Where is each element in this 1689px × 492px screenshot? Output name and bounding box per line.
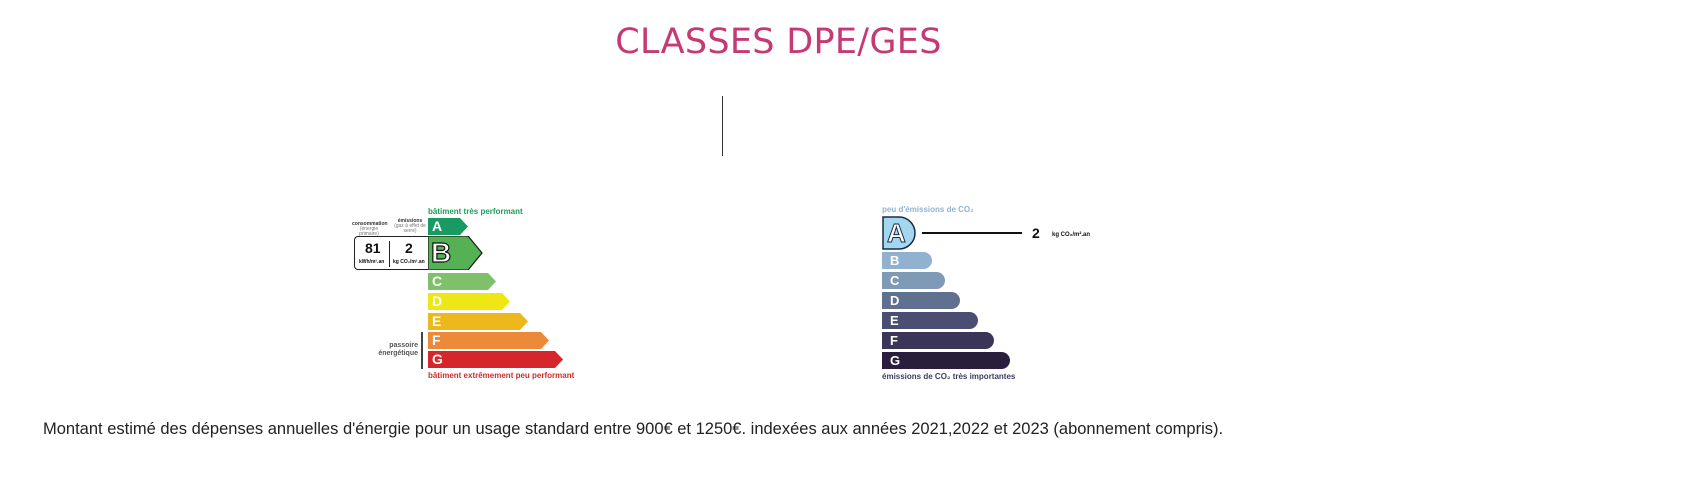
dpe-top-caption: bâtiment très performant xyxy=(428,207,523,216)
dpe-class-letter-b: B xyxy=(430,236,452,268)
ges-class-bar-g: G xyxy=(882,352,1010,369)
dpe-emissions-header: émissions (gaz à effet de serre) xyxy=(394,219,426,234)
dpe-class-bar-a: A xyxy=(428,218,468,235)
ges-unit: kg CO₂/m².an xyxy=(1052,232,1091,238)
dpe-emissions-value: 2 xyxy=(405,240,413,256)
ges-class-letter-f: F xyxy=(890,333,898,348)
ges-class-letter-d: D xyxy=(890,293,900,308)
dpe-energy-label: bâtiment très performant consommation (é… xyxy=(350,200,590,390)
dpe-class-bar-e: E xyxy=(428,313,528,330)
dpe-class-letter-d: D xyxy=(432,293,443,309)
dpe-consumption-header-label: consommation xyxy=(352,221,388,227)
page-title: CLASSES DPE/GES xyxy=(615,22,942,62)
ges-class-letter-a: A xyxy=(887,218,907,249)
dpe-passoire-line-2: énergétique xyxy=(378,350,418,357)
dpe-class-bar-d: D xyxy=(428,293,510,310)
title-divider xyxy=(722,96,723,156)
dpe-class-letter-f: F xyxy=(432,332,441,348)
dpe-value-separator xyxy=(389,241,390,267)
ges-class-bar-e: E xyxy=(882,312,978,329)
ges-pointer-line xyxy=(922,232,1022,234)
dpe-class-bar-g: G xyxy=(428,351,563,368)
dpe-bottom-caption: bâtiment extrêmement peu performant xyxy=(428,371,575,380)
ges-class-bar-c: C xyxy=(882,272,945,289)
dpe-class-bar-c: C xyxy=(428,273,496,290)
ges-class-bar-a: A xyxy=(882,216,916,250)
dpe-class-bar-b: B xyxy=(428,236,484,270)
energy-cost-note: Montant estimé des dépenses annuelles d'… xyxy=(43,420,1224,438)
dpe-class-letter-e: E xyxy=(432,313,442,329)
dpe-class-letter-c: C xyxy=(432,273,443,289)
ges-class-letter-g: G xyxy=(890,353,901,368)
ges-class-letter-c: C xyxy=(890,273,900,288)
ges-class-bar-d: D xyxy=(882,292,960,309)
ges-class-letter-b: B xyxy=(890,253,900,268)
ges-top-caption: peu d'émissions de CO₂ xyxy=(882,205,974,214)
dpe-passoire-label: passoire énergétique xyxy=(358,342,418,358)
dpe-value-box: 81 kWh/m².an 2 kg CO₂/m².an xyxy=(354,236,429,270)
ges-class-letter-e: E xyxy=(890,313,899,328)
dpe-class-letter-a: A xyxy=(432,218,443,234)
ges-emissions-label: peu d'émissions de CO₂ A 2 kg CO₂/m².an … xyxy=(880,200,1110,390)
ges-class-bar-b: B xyxy=(882,252,932,269)
ges-class-bar-f: F xyxy=(882,332,994,349)
dpe-emissions-unit: kg CO₂/m².an xyxy=(393,259,425,265)
dpe-emissions-header-label: émissions xyxy=(397,218,423,224)
dpe-passoire-bracket xyxy=(421,332,423,369)
dpe-emissions-header-sub: (gaz à effet de serre) xyxy=(394,223,426,234)
dpe-consumption-unit: kWh/m².an xyxy=(359,259,385,265)
ges-bottom-caption: émissions de CO₂ très importantes xyxy=(882,372,1016,381)
dpe-consumption-header: consommation (énergie primaire) xyxy=(352,221,388,237)
dpe-class-letter-g: G xyxy=(432,351,443,367)
dpe-class-bar-f: F xyxy=(428,332,549,349)
dpe-consumption-value: 81 xyxy=(365,240,381,256)
ges-value: 2 xyxy=(1032,225,1040,241)
dpe-passoire-line-1: passoire xyxy=(389,342,418,349)
dpe-consumption-header-sub: (énergie primaire) xyxy=(359,226,379,237)
